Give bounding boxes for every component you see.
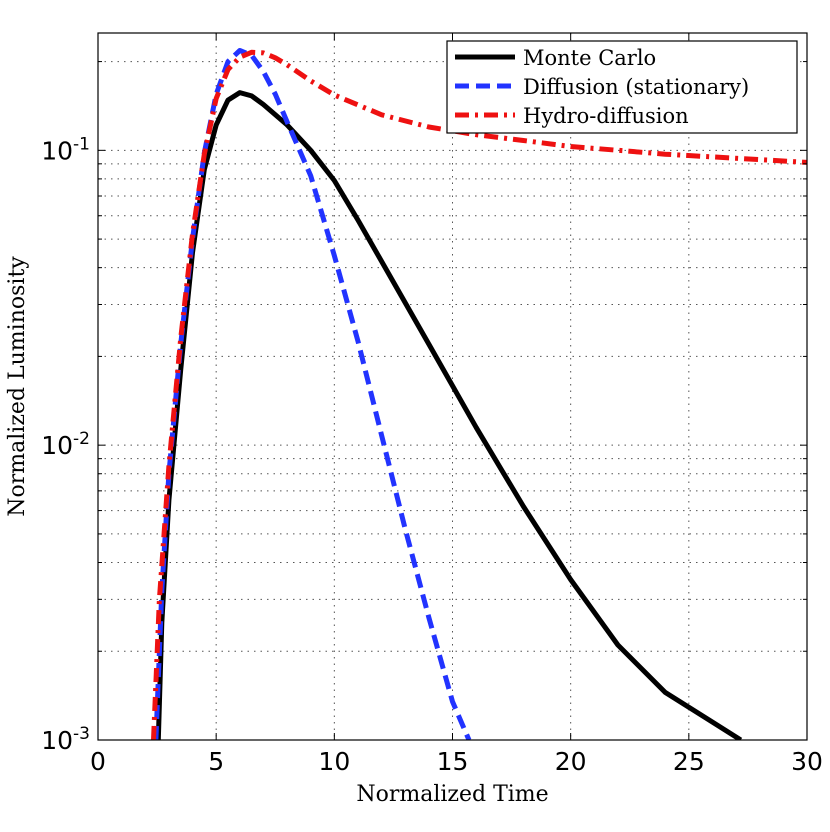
x-tick-label: 20 [555, 747, 587, 776]
series-line-monte-carlo [155, 90, 743, 740]
series-line-hydro-diffusion [151, 49, 807, 740]
series-line-diffusion [153, 48, 472, 740]
y-tick-label: 10-3 [41, 724, 90, 755]
y-tick-label: 10-1 [41, 134, 90, 165]
axis-ticks: 0 5 10 15 20 25 30 10-3 10-2 10-1 [41, 33, 823, 776]
x-tick-label: 25 [673, 747, 705, 776]
x-tick-label: 5 [208, 747, 224, 776]
x-axis-title: Normalized Time [356, 782, 548, 807]
y-axis-title: Normalized Luminosity [5, 256, 30, 517]
x-tick-label: 10 [318, 747, 350, 776]
legend-label-diffusion: Diffusion (stationary) [523, 75, 749, 99]
legend: Monte Carlo Diffusion (stationary) Hydro… [446, 40, 798, 134]
grid [98, 33, 807, 740]
x-tick-label: 0 [90, 747, 106, 776]
series-layer [151, 48, 807, 740]
x-tick-label: 30 [791, 747, 823, 776]
x-tick-label: 15 [437, 747, 469, 776]
y-tick-label: 10-2 [41, 429, 90, 460]
legend-label-monte-carlo: Monte Carlo [523, 46, 656, 70]
legend-label-hydro-diffusion: Hydro-diffusion [523, 104, 689, 128]
